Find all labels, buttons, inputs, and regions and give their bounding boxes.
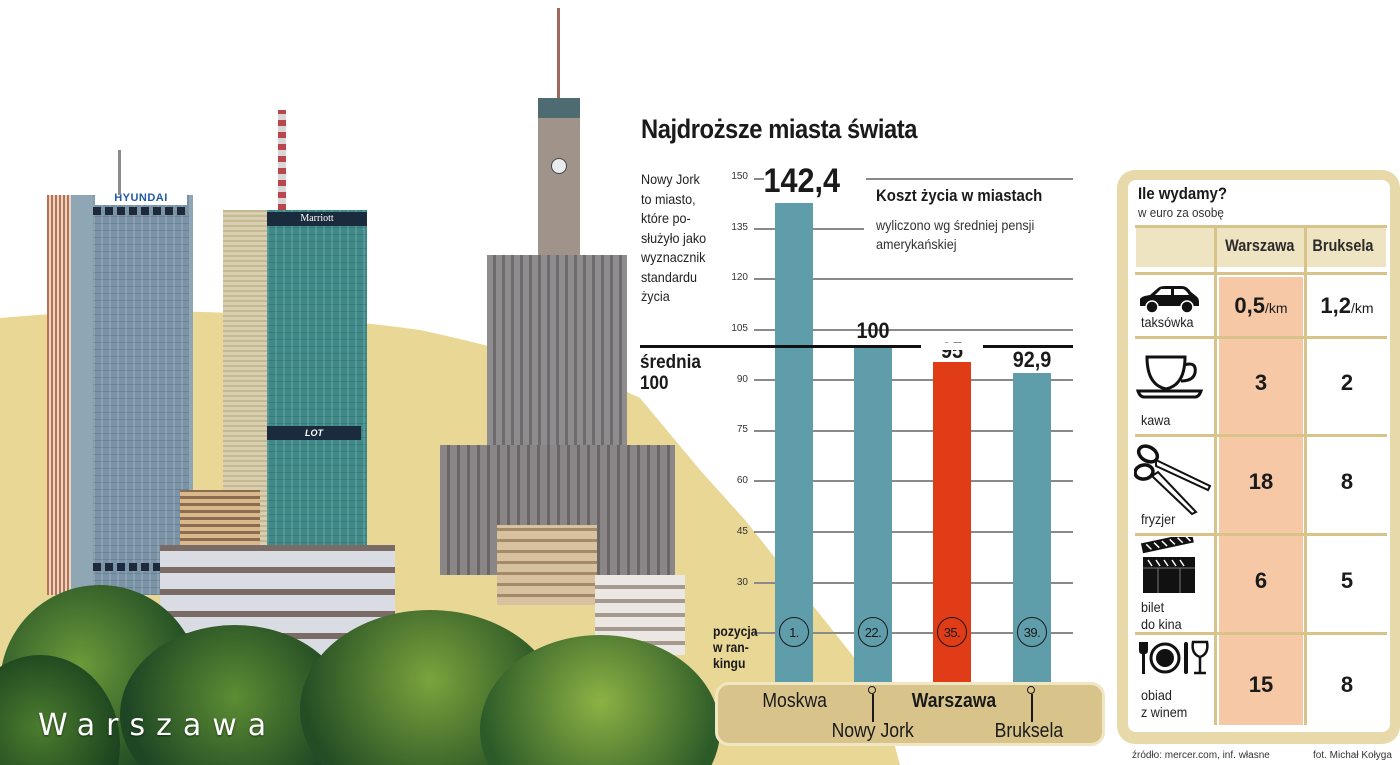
cell-cinema-bruksela: 5 [1340,568,1354,593]
table-divider [1135,272,1387,275]
y-tick: 150 [731,171,748,182]
row-label-dinner: obiad z winem [1141,687,1188,720]
city-photo: HYUNDAI Marriott LOT Warszawa [0,8,720,765]
trees [0,575,720,765]
table-divider [1135,434,1387,437]
y-tick: 45 [736,526,748,537]
photo-credit: fot. Michał Kołyga [1313,750,1392,761]
dinner-wine-icon [1139,640,1209,675]
table-divider [1135,533,1387,536]
cell-hairdresser-bruksela: 8 [1340,469,1354,494]
rank-moskwa: 1. [779,617,809,647]
clapperboard-icon [1140,537,1195,593]
rank-bruksela: 39. [1017,617,1047,647]
city-names-panel [715,682,1105,746]
beige-building [497,525,597,605]
row-label-taxi: taksówka [1141,314,1194,330]
row-label-hairdresser: fryzjer [1141,511,1176,527]
unit: /km [1265,300,1288,316]
grid-line [754,379,1073,381]
row-label-coffee: kawa [1141,412,1171,428]
grid-line [754,278,1073,280]
palace-clock-tower [538,98,580,258]
lot-sign: LOT [267,426,361,440]
palace-spire [557,8,560,98]
legend-subtitle: wyliczono wg średniej pensji amerykański… [876,217,1035,252]
hyundai-antenna [118,150,121,195]
bar-value-nowy-jork: 100 [856,318,890,343]
clock-icon [551,158,567,174]
table-divider [1304,225,1307,725]
cell-taxi-warszawa: 0,5/km [1219,293,1303,319]
rank-nowy-jork: 22. [858,617,888,647]
grid-line [754,632,1073,634]
cell-coffee-bruksela: 2 [1340,370,1354,395]
y-tick: 105 [731,323,748,334]
hyundai-tower: HYUNDAI [47,191,193,595]
table-divider [1135,632,1387,635]
grid-line [754,531,1073,533]
row-label-cinema: bilet do kina [1141,599,1182,632]
grid-line [866,178,1073,180]
grid-line [754,178,764,180]
marriott-antenna [278,110,286,210]
cell-hairdresser-warszawa: 18 [1248,469,1274,494]
scissors-icon [1134,444,1212,516]
table-divider [1135,336,1387,339]
cell-dinner-bruksela: 8 [1340,672,1354,697]
marriott-sign: Marriott [267,212,367,226]
rank-label: pozycja w ran- kingu [713,624,758,671]
y-tick: 75 [736,424,748,435]
hyundai-sign: HYUNDAI [95,191,187,205]
legend-title: Koszt życia w miastach [876,186,1043,205]
car-icon [1140,286,1199,314]
bar-value-warszawa: 95 [940,338,964,363]
pin-nowy-jork [868,686,876,722]
warszawa-column-highlight [1219,277,1303,725]
rank-warszawa: 35. [937,617,967,647]
pin-bruksela [1027,686,1035,722]
grid-line [754,480,1073,482]
bar-moskwa [775,203,813,683]
grid-line [754,430,1073,432]
table-title: Ile wydamy? [1138,184,1227,203]
cell-coffee-warszawa: 3 [1254,370,1268,395]
city-label-bruksela: Bruksela [994,720,1064,742]
cell-cinema-warszawa: 6 [1254,568,1268,593]
coffee-cup-icon [1135,355,1204,399]
city-label-nowy-jork: Nowy Jork [831,720,914,742]
bar-value-moskwa: 142,4 [763,162,841,200]
cell-dinner-warszawa: 15 [1248,672,1274,697]
city-label-moskwa: Moskwa [762,690,827,712]
table-header-row [1136,227,1386,267]
table-divider [1214,225,1217,725]
cell-taxi-bruksela: 1,2/km [1305,293,1389,319]
city-label-warszawa: Warszawa [911,690,997,712]
source-note: źródło: mercer.com, inf. własne [1132,750,1270,761]
column-header-warszawa: Warszawa [1225,236,1295,255]
y-tick: 120 [731,272,748,283]
y-tick: 135 [731,222,748,233]
y-tick: 60 [736,475,748,486]
grid-line [754,329,1073,331]
chart-title: Najdroższe miasta świata [641,114,918,144]
average-reference-line [640,345,1073,348]
value: 0,5 [1234,293,1266,318]
column-header-bruksela: Bruksela [1312,236,1374,255]
y-tick: 30 [736,577,748,588]
grid-line [754,582,1073,584]
table-divider [1135,225,1387,228]
value: 1,2 [1320,293,1352,318]
unit: /km [1351,300,1374,316]
bar-value-bruksela: 92,9 [1012,347,1052,372]
table-subtitle: w euro za osobę [1138,205,1224,220]
chart-side-note: Nowy Jork to miasto, które po- służyło j… [641,171,707,304]
y-tick: 90 [736,374,748,385]
photo-caption: Warszawa [38,708,278,743]
average-label: średnia 100 [640,352,701,394]
